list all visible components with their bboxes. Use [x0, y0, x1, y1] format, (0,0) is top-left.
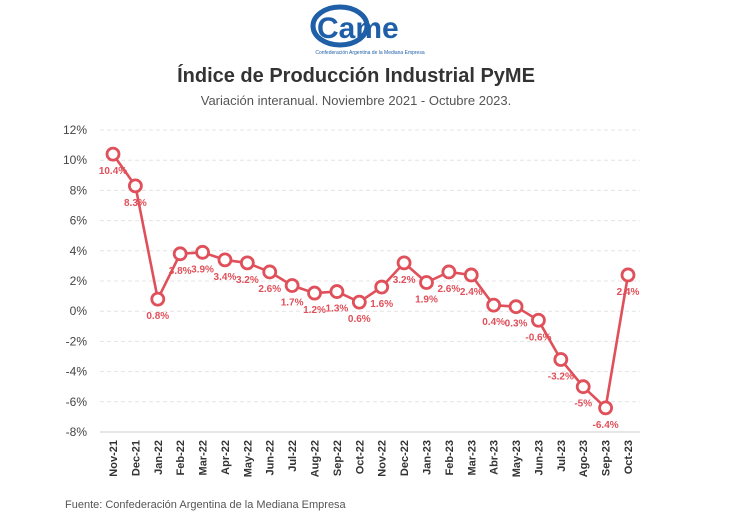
x-tick-label: Jun-23 [533, 440, 545, 475]
chart-source: Fuente: Confederación Argentina de la Me… [65, 499, 347, 511]
data-point [620, 267, 636, 283]
x-tick-label: Sep-23 [601, 440, 613, 476]
x-tick-label: Mar-22 [198, 440, 210, 475]
gridlines [100, 129, 640, 433]
data-label: 0.3% [505, 319, 528, 330]
data-point [105, 146, 121, 162]
data-point [262, 264, 278, 280]
data-label: 2.6% [437, 284, 460, 295]
data-label: 3.4% [214, 272, 237, 283]
data-label: 3.8% [169, 266, 192, 277]
x-tick-label: Dec-22 [399, 440, 411, 476]
y-tick-label: 10% [63, 153, 87, 167]
x-tick-label: Apr-22 [220, 440, 232, 475]
x-tick-label: May-23 [511, 440, 523, 477]
data-label: 10.4% [99, 166, 127, 177]
x-tick-label: Nov-22 [377, 440, 389, 477]
x-tick-label: May-22 [242, 440, 254, 477]
y-tick-label: 4% [70, 244, 88, 258]
y-tick-label: -6% [66, 395, 88, 409]
x-axis: Nov-21 Dec-21 Jan-22 Feb-22 Mar-22 Apr-22 May-… [108, 440, 635, 477]
x-tick-label: Oct-22 [354, 440, 366, 474]
data-label: 1.3% [326, 304, 349, 315]
data-label: 0.4% [482, 317, 505, 328]
x-tick-label: Jan-22 [153, 440, 165, 475]
data-label: 3.2% [393, 275, 416, 286]
data-point [508, 299, 524, 315]
x-tick-label: Jul-23 [556, 440, 568, 472]
data-point [575, 379, 591, 395]
x-tick-label: Feb-23 [444, 440, 456, 475]
y-tick-label: 12% [63, 123, 87, 137]
x-tick-label: Jul-22 [287, 440, 299, 472]
y-axis: 12% 10% 8% 6% 4% 2% 0% -2% -4% -6% -8% [63, 123, 87, 439]
data-point [150, 291, 166, 307]
x-tick-label: Abr-23 [489, 440, 501, 475]
x-tick-label: Mar-23 [466, 440, 478, 475]
data-label: -3.2% [548, 372, 574, 383]
data-label: -0.6% [525, 332, 551, 343]
data-label: 1.6% [370, 299, 393, 310]
x-tick-label: Ago-23 [578, 440, 590, 477]
data-point [463, 267, 479, 283]
data-label: 2.4% [617, 287, 640, 298]
data-labels: 10.4%8.3%0.8%3.8% 3.9%3.4% 3.2%2.6%1.7%1.2… [99, 166, 640, 431]
y-tick-label: -4% [66, 365, 88, 379]
data-point [396, 255, 412, 271]
data-points [105, 146, 636, 416]
data-point [172, 246, 188, 262]
x-tick-label: Oct-23 [623, 440, 635, 474]
data-label: 0.8% [146, 311, 169, 322]
data-point [351, 294, 367, 310]
data-point [486, 297, 502, 313]
data-label: 2.4% [460, 287, 483, 298]
data-point [127, 178, 143, 194]
data-point [329, 284, 345, 299]
data-label: 0.6% [348, 314, 371, 325]
data-point [284, 278, 300, 293]
x-tick-label: Nov-21 [108, 440, 120, 477]
x-tick-label: Jun-22 [265, 440, 277, 475]
data-label: 1.2% [303, 305, 326, 316]
data-point [531, 312, 546, 328]
data-point [239, 255, 255, 271]
x-tick-label: Feb-22 [175, 440, 187, 475]
y-tick-label: 0% [70, 304, 88, 318]
data-label: 1.7% [281, 298, 304, 309]
data-label: 8.3% [124, 198, 147, 209]
x-tick-label: Jan-23 [421, 440, 433, 475]
came-logo: Came Confederación Argentina de la Media… [310, 4, 425, 56]
x-tick-label: Sep-22 [332, 440, 344, 476]
data-label: -5% [574, 399, 592, 410]
y-tick-label: 6% [70, 214, 88, 228]
chart-subtitle: Variación interanual. Noviembre 2021 - O… [201, 93, 512, 108]
data-point [307, 285, 322, 301]
y-tick-label: -8% [66, 425, 88, 439]
data-label: 2.6% [258, 284, 281, 295]
data-point [374, 279, 390, 295]
data-label: 3.2% [236, 275, 259, 286]
data-point [441, 264, 457, 280]
data-label: -6.4% [593, 420, 619, 431]
x-tick-label: Aug-22 [310, 440, 322, 477]
x-tick-label: Dec-21 [130, 440, 142, 476]
data-label: 3.9% [191, 264, 214, 275]
data-point [419, 275, 434, 290]
y-tick-label: 8% [70, 183, 88, 197]
data-label: 1.9% [415, 295, 438, 306]
y-tick-label: 2% [70, 274, 88, 288]
data-point [195, 244, 210, 260]
logo-ring [310, 4, 370, 48]
data-point [598, 400, 614, 416]
logo-wordmark: Came [317, 12, 399, 45]
data-point [217, 252, 233, 268]
y-tick-label: -2% [66, 334, 88, 348]
data-point [553, 352, 569, 367]
logo-caption: Confederación Argentina de la Mediana Em… [315, 50, 424, 56]
chart-title: Índice de Producción Industrial PyME [177, 64, 535, 87]
